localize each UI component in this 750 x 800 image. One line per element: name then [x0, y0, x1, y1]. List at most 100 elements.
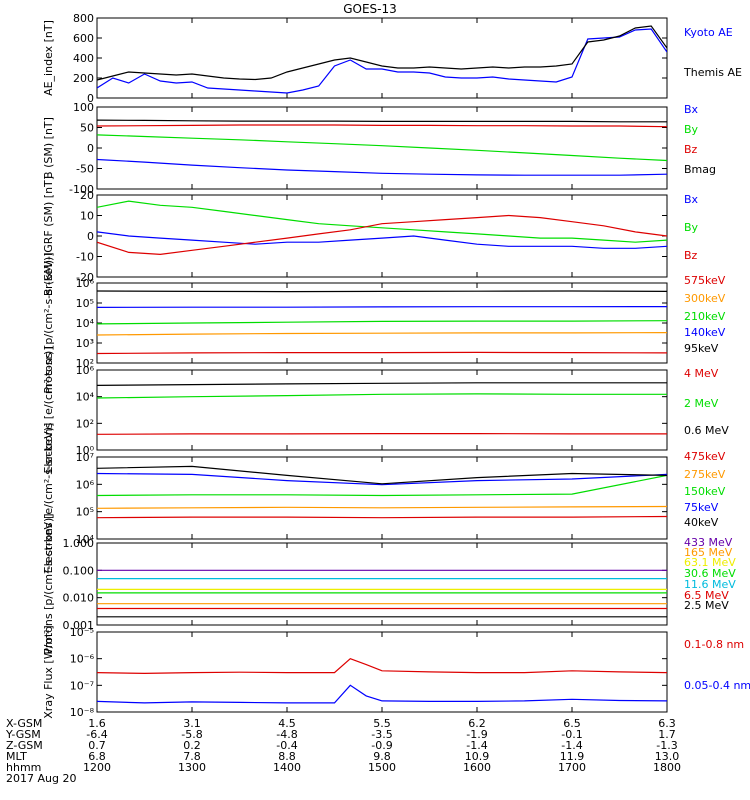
- panel-2: -100 -50 0 50 100 B (SM) [nT] Bx By Bz Bmag: [42, 101, 716, 196]
- legend-label: 210keV: [684, 310, 726, 323]
- y-tick-label: 10⁵: [76, 506, 94, 519]
- legend-label: By: [684, 221, 699, 234]
- y-tick-label: 20: [80, 189, 94, 202]
- footer-row-label: hhmm: [6, 761, 41, 774]
- footer-value: 0.7: [88, 739, 106, 752]
- legend-label: Bx: [684, 103, 699, 116]
- footer-value: 6.8: [88, 750, 106, 763]
- panel-frame: [96, 542, 668, 626]
- panel-4: 10² 10³ 10⁴ 10⁵ 10⁶ Protons [p/(cm²-s-sr-keV)…: [42, 252, 726, 393]
- footer-value: -1.9: [466, 728, 487, 741]
- y-tick-label: 10³: [76, 337, 94, 350]
- y-tick-label: 400: [73, 52, 94, 65]
- y-tick-label: 10: [80, 210, 94, 223]
- footer-value: 1400: [273, 761, 301, 774]
- footer-value: 3.1: [183, 717, 201, 730]
- y-axis-label: AE_index [nT]: [42, 20, 55, 96]
- footer-value: 0.2: [183, 739, 201, 752]
- y-tick-label: -10: [76, 251, 94, 264]
- series-line-kyoto-ae: [97, 28, 667, 94]
- series-line-4-mev: [97, 433, 667, 435]
- series-line-0-6-mev: [97, 382, 667, 386]
- footer-row-label: X-GSM: [6, 717, 42, 730]
- legend-label: 75keV: [684, 501, 719, 514]
- legend-label: 95keV: [684, 342, 719, 355]
- series-line-140kev: [97, 306, 667, 308]
- panel-1: 0 200 400 600 800 AE_index [nT] Kyoto AE Themis…: [42, 12, 742, 105]
- series-line-by: [97, 200, 667, 243]
- legend-label: 40keV: [684, 516, 719, 529]
- footer-value: -0.9: [371, 739, 392, 752]
- legend-label: Kyoto AE: [684, 26, 733, 39]
- y-tick-label: 0: [87, 142, 94, 155]
- series-line-475kev: [97, 515, 667, 519]
- y-tick-label: 10⁵: [76, 297, 94, 310]
- series-line-95kev: [97, 290, 667, 293]
- legend-label: Themis AE: [683, 66, 742, 79]
- legend-label: 300keV: [684, 292, 726, 305]
- series-line-themis-ae: [97, 25, 667, 81]
- y-tick-label: 10⁶: [76, 277, 95, 290]
- legend-label: 0.05-0.4 nm: [684, 679, 750, 692]
- y-tick-label: 0: [87, 92, 94, 105]
- legend-label: 275keV: [684, 468, 726, 481]
- footer-value: -0.1: [561, 728, 582, 741]
- footer-row-label: MLT: [6, 750, 27, 763]
- y-tick-label: 0.001: [63, 619, 95, 632]
- legend-label: 11.6 MeV: [684, 578, 736, 591]
- y-axis-label: B (SM) [nT]: [42, 117, 55, 179]
- series-line-by: [97, 134, 667, 162]
- footer-date: 2017 Aug 20: [6, 772, 76, 785]
- y-tick-label: 10⁻⁷: [70, 679, 94, 692]
- panel-frame: [96, 456, 668, 540]
- footer-value: 1.6: [88, 717, 106, 730]
- footer-value: -4.8: [276, 728, 297, 741]
- footer-value: 1300: [178, 761, 206, 774]
- legend-label: Bx: [684, 193, 699, 206]
- footer-row-label: Z-GSM: [6, 739, 43, 752]
- footer-value: 1500: [368, 761, 396, 774]
- y-tick-label: 0.010: [63, 592, 95, 605]
- footer-value: 7.8: [183, 750, 201, 763]
- y-tick-label: -50: [76, 163, 94, 176]
- footer-value: 1.7: [658, 728, 676, 741]
- legend-label: Bmag: [684, 163, 716, 176]
- y-tick-label: 10⁰: [76, 444, 95, 457]
- series-line-bx: [97, 158, 667, 176]
- footer-value: 8.8: [278, 750, 296, 763]
- footer-value: 13.0: [655, 750, 680, 763]
- footer-value: 10.9: [465, 750, 490, 763]
- legend-label: 575keV: [684, 274, 726, 287]
- legend-label: By: [684, 123, 699, 136]
- panel-5: 10⁰ 10² 10⁴ 10⁶ Electrons [e/(cm²-s-sr)] 4 Me…: [42, 346, 729, 473]
- y-tick-label: 10²: [76, 417, 94, 430]
- y-axis-label: Electrons [e/(cm²-s-sr)]: [42, 346, 55, 473]
- legend-label: 0.1-0.8 nm: [684, 638, 744, 651]
- series-line-575kev: [97, 351, 667, 355]
- series-line-bz: [97, 124, 667, 128]
- y-tick-label: 10⁶: [76, 364, 95, 377]
- series-line-150kev: [97, 474, 667, 497]
- footer-value: 5.5: [373, 717, 391, 730]
- series-line-0-05-0-4-nm: [97, 684, 667, 704]
- footer-value: -6.4: [86, 728, 107, 741]
- y-tick-label: 200: [73, 72, 94, 85]
- series-line-0-1-0-8-nm: [97, 658, 667, 675]
- y-axis-label: B (SM)-IGRF (SM) [nT]: [42, 176, 55, 296]
- ephemeris-footer: X-GSM 1.6 3.1 4.5 5.5 6.2 6.5 6.3 Y-GSM -6.4 -5.8 -…: [5, 717, 681, 785]
- y-axis-label: Protons [p/(cm²-s-sr-keV)]: [42, 252, 55, 393]
- footer-value: 1200: [83, 761, 111, 774]
- footer-value: 6.3: [658, 717, 676, 730]
- series-line-210kev: [97, 320, 667, 325]
- panel-6: 10⁴ 10⁵ 10⁶ 10⁷ Electrons [e/(cm²-s-sr-keV)]…: [42, 423, 726, 574]
- panel-frame: [96, 17, 668, 99]
- y-tick-label: 10⁻⁵: [70, 626, 94, 639]
- legend-label: 6.5 MeV: [684, 589, 729, 602]
- y-tick-label: -100: [69, 183, 94, 196]
- legend-label: Bz: [684, 143, 698, 156]
- y-tick-label: 10⁻⁶: [70, 653, 95, 666]
- y-tick-label: 10⁴: [76, 317, 95, 330]
